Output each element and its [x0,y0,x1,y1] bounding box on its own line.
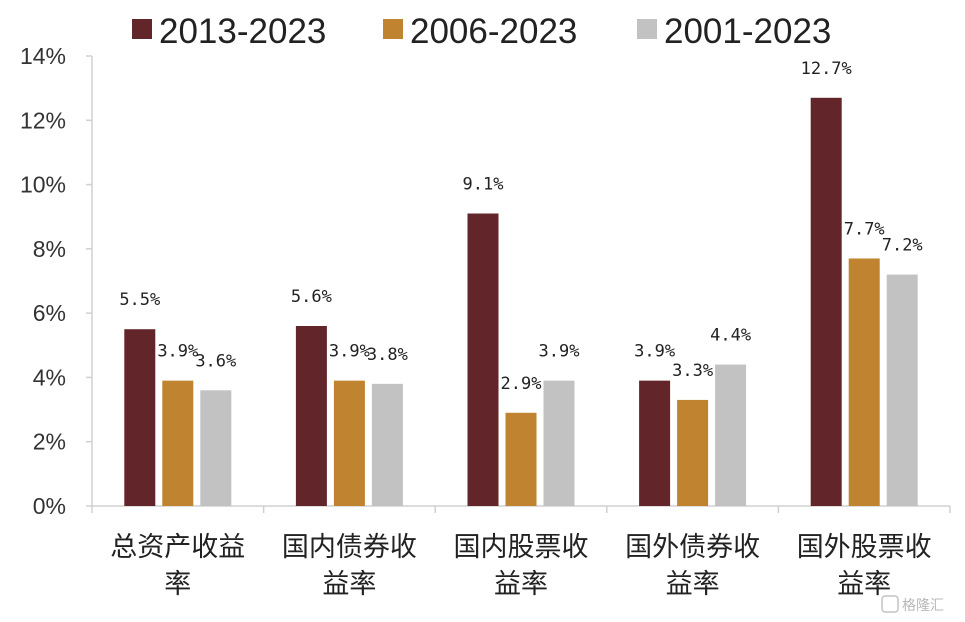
watermark: 格隆汇 [881,595,944,614]
bar [639,380,671,506]
y-tick-label: 10% [20,172,66,198]
x-category-label: 国外债券收 [625,532,760,563]
bar [505,412,537,506]
data-label: 3.8% [367,345,408,365]
y-tick-label: 4% [33,364,66,390]
data-label: 3.9% [157,342,198,362]
bar [467,213,499,506]
x-category-label: 总资产收益 [110,532,245,563]
y-tick-label: 2% [33,429,66,455]
data-label: 3.9% [539,342,580,362]
data-label: 9.1% [463,175,504,195]
x-category-label: 益率 [666,569,720,600]
data-label: 3.9% [634,342,675,362]
data-labels: 5.5% 5.6% 9.1% 3.9% 12.7% 3.9% 3.9% 2.9% 3.3% 7.7… [119,59,922,394]
bar [715,364,747,506]
legend-swatch [383,19,403,39]
bar [677,399,709,506]
data-label: 7.7% [844,220,885,240]
legend-label: 2001-2023 [664,12,831,51]
legend-label: 2013-2023 [159,12,326,51]
data-label: 3.3% [672,361,713,381]
x-category-label: 率 [164,569,191,600]
y-tick-label: 12% [20,107,66,133]
data-label: 2.9% [501,374,542,394]
x-category-label: 国内债券收 [282,532,417,563]
data-label: 5.5% [119,290,160,310]
data-label: 3.6% [195,351,236,371]
watermark-text: 格隆汇 [902,598,944,614]
data-label: 7.2% [882,236,923,256]
data-label: 4.4% [710,326,751,346]
bar [810,97,842,507]
x-category-label: 国内股票收 [454,532,589,563]
data-label: 3.9% [329,342,370,362]
watermark-logo-icon [881,595,899,613]
data-label: 12.7% [801,59,852,79]
bar [848,258,880,506]
y-tick-label: 8% [33,236,66,262]
legend-label: 2006-2023 [410,12,577,51]
legend: 2013-2023 2006-2023 2001-2023 [132,12,831,51]
bar [333,380,365,506]
y-tick-label: 0% [33,493,66,519]
bar [543,380,575,506]
bars [124,97,918,507]
bar [162,380,194,506]
data-label: 5.6% [291,287,332,307]
x-category-label: 益率 [837,569,891,600]
x-category-label: 国外股票收 [797,532,932,563]
bar [200,390,232,506]
legend-swatch [132,19,152,39]
bar [124,329,156,506]
bar [295,326,327,506]
bar [886,274,918,506]
x-category-label: 益率 [494,569,548,600]
bar [371,383,403,506]
x-category-label: 益率 [322,569,376,600]
legend-swatch [637,19,657,39]
y-axis: 0% 2% 4% 6% 8% 10% 12% 14% [20,43,93,519]
y-tick-label: 6% [33,300,66,326]
y-tick-label: 14% [20,43,66,69]
